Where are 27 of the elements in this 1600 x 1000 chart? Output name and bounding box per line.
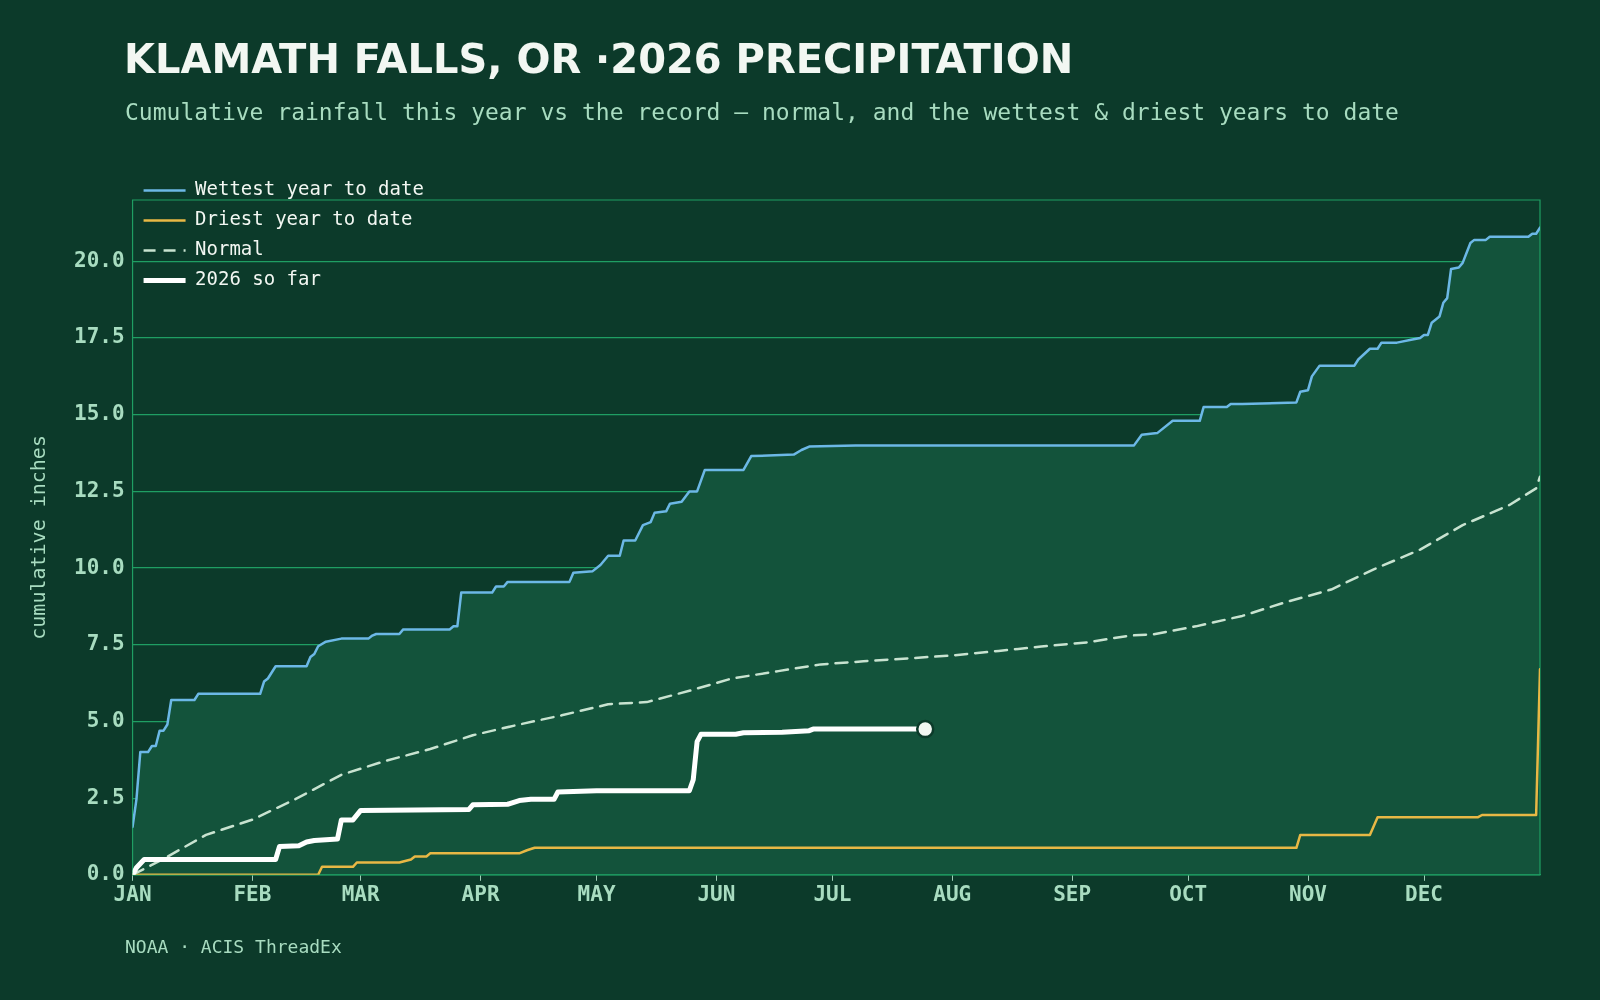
- y-tick-label: 7.5: [86, 631, 125, 656]
- chart-title: KLAMATH FALLS, OR ·2026 PRECIPITATION: [124, 36, 1074, 82]
- y-tick-label: 20.0: [73, 247, 125, 272]
- y-axis-title: cumulative inches: [26, 435, 51, 640]
- x-tick-label: SEP: [1053, 881, 1092, 906]
- legend-label: Driest year to date: [195, 207, 413, 230]
- x-tick-label: NOV: [1289, 881, 1328, 906]
- x-tick-label: OCT: [1169, 881, 1208, 906]
- legend-label: Normal: [195, 237, 264, 260]
- y-tick-label: 5.0: [86, 707, 125, 732]
- y-tick-label: 15.0: [73, 401, 125, 426]
- x-tick-label: APR: [461, 881, 500, 906]
- x-tick-label: MAR: [341, 881, 381, 906]
- legend-label: 2026 so far: [195, 267, 321, 290]
- x-tick-label: JUN: [697, 881, 736, 906]
- text: NOAA · ACIS ThreadEx: [125, 936, 342, 957]
- x-tick-label: FEB: [233, 881, 272, 906]
- x-tick-label: AUG: [933, 881, 972, 906]
- y-tick-label: 2.5: [86, 784, 125, 809]
- x-tick-label: MAY: [577, 881, 616, 906]
- y-tick-label: 17.5: [73, 324, 125, 349]
- x-tick-label: JUL: [813, 881, 852, 906]
- x-tick-label: DEC: [1405, 881, 1443, 906]
- y-tick-label: 12.5: [73, 477, 125, 502]
- chart-subtitle: Cumulative rainfall this year vs the record — normal, and the wettest & driest years to date: [125, 99, 1399, 125]
- y-tick-label: 10.0: [73, 554, 125, 579]
- legend-label: Wettest year to date: [195, 177, 424, 200]
